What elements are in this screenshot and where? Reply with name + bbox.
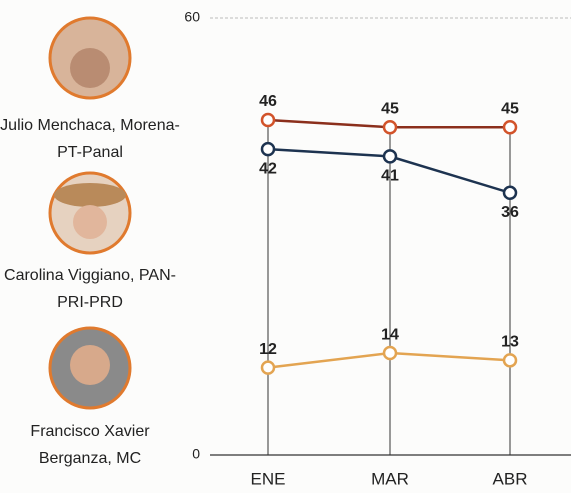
portrait-face [73,205,107,239]
point [384,347,396,359]
data-label: 45 [381,100,399,117]
point [384,150,396,162]
point [262,143,274,155]
point [504,354,516,366]
legend-entry: Carolina Viggiano, PAN-PRI-PRD [0,262,180,316]
legend-entry: Francisco Xavier Berganza, MC [0,418,180,472]
x-tick-label: ABR [493,469,528,488]
y-tick-label: 0 [192,446,200,462]
data-label: 41 [381,168,399,185]
data-label: 12 [259,341,277,358]
point [384,121,396,133]
point [504,187,516,199]
data-label: 42 [259,160,277,177]
portrait-face [70,345,110,385]
x-tick-label: ENE [251,469,286,488]
data-label: 14 [381,326,399,343]
portrait-face [70,48,110,88]
legend-entry: Julio Menchaca, Morena-PT-Panal [0,112,180,166]
point [262,114,274,126]
data-label: 46 [259,93,277,110]
portrait-hat [54,183,126,207]
portraits [50,18,130,408]
chart-wrap: 0 60 ENE MAR ABR 46 45 45 42 41 36 12 14 13 Julio Men… [0,0,571,493]
point [262,362,274,374]
x-tick-label: MAR [371,469,409,488]
y-tick-label: 60 [184,9,200,25]
data-label: 13 [501,334,519,351]
data-label: 36 [501,204,519,221]
point [504,121,516,133]
data-label: 45 [501,100,519,117]
